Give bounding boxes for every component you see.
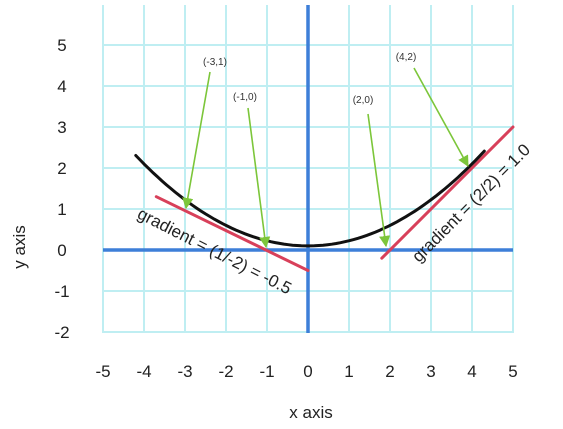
- point-label: (-1,0): [233, 92, 257, 103]
- parabola-curve: [134, 149, 486, 248]
- point-label: (4,2): [396, 52, 417, 63]
- point-labels: (-3,1) (-1,0) (2,0) (4,2): [203, 52, 416, 106]
- callout-arrow: [367, 113, 391, 248]
- point-label: (2,0): [353, 95, 374, 106]
- tangent-line: [154, 195, 310, 272]
- tangent-line: [380, 125, 515, 260]
- callout-arrow: [413, 67, 469, 167]
- x-tick-label: -3: [177, 362, 192, 381]
- x-tick-label: -2: [218, 362, 233, 381]
- y-tick-label: 0: [57, 241, 66, 260]
- callout-arrows: [182, 67, 469, 249]
- y-tick-label: 3: [57, 118, 66, 137]
- x-tick-label: 4: [467, 362, 476, 381]
- y-tick-label: -1: [54, 282, 69, 301]
- x-tick-label: -1: [259, 362, 274, 381]
- x-tick-label: 2: [385, 362, 394, 381]
- point-label: (-3,1): [203, 57, 227, 68]
- x-tick-label: 0: [303, 362, 312, 381]
- callout-arrow: [247, 107, 271, 249]
- y-tick-label: 4: [57, 77, 66, 96]
- tick-labels: -5 -4 -3 -2 -1 0 1 2 3 4 5 5 4 3 2 1 0 -1 -2: [54, 36, 517, 381]
- tangent-lines: [154, 125, 515, 272]
- x-tick-label: 5: [508, 362, 517, 381]
- x-axis-label: x axis: [289, 403, 332, 422]
- y-tick-label: -2: [54, 323, 69, 342]
- x-tick-label: 3: [426, 362, 435, 381]
- x-tick-label: -4: [136, 362, 151, 381]
- parabola-curve-group: [134, 149, 486, 248]
- axes: [103, 5, 513, 333]
- callout-arrow: [182, 71, 211, 210]
- y-tick-label: 5: [57, 36, 66, 55]
- y-tick-label: 2: [57, 159, 66, 178]
- y-axis-label: y axis: [10, 225, 29, 268]
- x-tick-label: -5: [95, 362, 110, 381]
- x-tick-label: 1: [344, 362, 353, 381]
- y-tick-label: 1: [57, 200, 66, 219]
